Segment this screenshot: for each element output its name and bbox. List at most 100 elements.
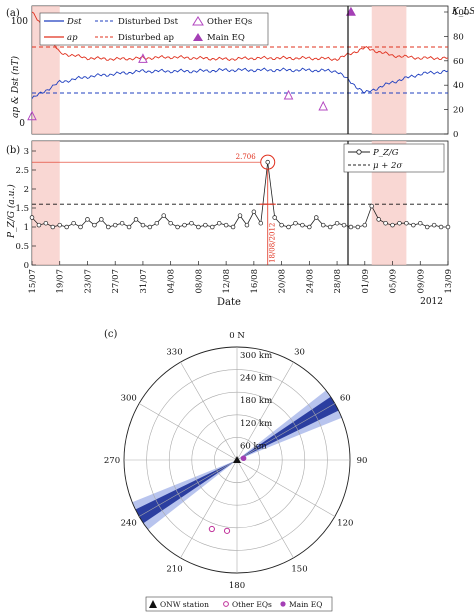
- pzg-point-22: [182, 222, 187, 228]
- legend-box-b: [343, 143, 445, 173]
- xtick-label-14: 09/09: [416, 269, 426, 294]
- legend-disturbed-ap: Disturbed ap: [118, 33, 175, 43]
- xtick-label-0: 15/07: [28, 269, 38, 294]
- range-label-0: 60 km: [240, 441, 267, 451]
- pzg-point-53: [397, 220, 402, 226]
- pzg-point-19: [161, 213, 166, 218]
- legend-station-swatch: [149, 600, 157, 608]
- other-eq-point-2: [223, 527, 231, 534]
- spoke-4: [236, 459, 336, 517]
- other-eq-marker-3: [318, 100, 329, 111]
- pzg-point-57: [424, 224, 430, 230]
- xtick-label-7: 12/08: [222, 269, 232, 294]
- left-tick-0: 0: [19, 119, 25, 129]
- angle-label-8: 240: [121, 519, 137, 529]
- polar-grid: [123, 346, 351, 574]
- peak-annotation: 2.706 18/08/2012: [32, 153, 277, 265]
- angle-label-1: 30: [294, 348, 305, 358]
- pzg-point-4: [57, 222, 62, 228]
- pzg-point-3: [50, 224, 56, 230]
- legend-other-swatch: [223, 601, 229, 607]
- pzg-point-31: [244, 222, 250, 228]
- pzg-point-7: [78, 224, 83, 230]
- pzg-point-49: [369, 203, 374, 209]
- pzg-point-10: [99, 217, 104, 222]
- pzg-point-24: [196, 224, 201, 230]
- pzg-point-28: [223, 222, 229, 228]
- panel-b-ylabel: P_Z/G (a.u.): [6, 184, 17, 239]
- other-eq-point-3: [208, 525, 215, 533]
- xtick-label-3: 27/07: [111, 269, 121, 294]
- spoke-5: [236, 459, 294, 559]
- xtick-label-8: 16/08: [250, 269, 260, 294]
- pzg-point-13: [119, 220, 125, 226]
- pzg-point-1: [36, 222, 42, 228]
- pzg-point-23: [189, 220, 194, 226]
- xtick-label-1: 19/07: [56, 269, 66, 294]
- panel-b-label: (b): [6, 145, 20, 156]
- panel-c-legend: ONW station Other EQs Main EQ: [145, 596, 333, 612]
- legend-pzg-marker: [356, 149, 362, 155]
- angle-label-2: 60: [340, 394, 351, 404]
- b-ytick-label-1: 0.5: [15, 242, 29, 252]
- pzg-point-2: [43, 220, 49, 226]
- pzg-point-44: [334, 220, 340, 226]
- pzg-point-5: [64, 224, 69, 230]
- pzg-point-48: [362, 222, 368, 228]
- legend-main-eq-swatch: [193, 33, 203, 41]
- right-tick-label-4: 80: [453, 32, 464, 42]
- pzg-point-32: [251, 209, 257, 215]
- panel-b-legend: P_Z/G μ + 2σ: [343, 143, 445, 173]
- pzg-point-21: [175, 224, 180, 230]
- polar-points: [208, 455, 247, 534]
- pzg-point-0: [29, 215, 35, 220]
- panel-c-label: (c): [104, 329, 118, 340]
- angle-label-7: 210: [166, 564, 182, 574]
- pzg-point-11: [106, 224, 111, 230]
- angle-label-9: 270: [104, 456, 120, 466]
- angle-label-11: 330: [166, 348, 182, 358]
- pzg-point-35: [272, 215, 277, 220]
- panel-a-ylabel: ap & Dst (nT): [10, 56, 21, 118]
- pzg-point-42: [320, 222, 326, 228]
- year-label: 2012: [420, 297, 443, 307]
- peak-value-label: 2.706: [236, 153, 257, 161]
- pzg-point-54: [404, 220, 409, 226]
- xtick-label-5: 04/08: [167, 269, 177, 294]
- pzg-point-36: [279, 222, 284, 228]
- pzg-point-16: [140, 222, 146, 228]
- right-tick-label-3: 60: [453, 57, 464, 67]
- pzg-point-55: [411, 222, 416, 228]
- sector-1: [237, 396, 339, 460]
- legend-station: ONW station: [160, 600, 209, 609]
- polar-range-labels: 60 km 120 km 180 km 240 km 300 km: [240, 351, 272, 451]
- legend-other-eqs-swatch: [192, 16, 204, 26]
- panel-b: 2.706 18/08/2012 (b) P_Z/G (a.u.) 0 0.5 1 1.…: [6, 140, 454, 308]
- panel-a: (a) ap & Dst (nT) 0 100 K_LS 0 20 40 60 80 10…: [6, 5, 474, 140]
- pzg-point-6: [71, 220, 76, 226]
- pzg-point-52: [390, 222, 395, 228]
- angle-label-0: 0 N: [229, 331, 245, 341]
- range-label-4: 300 km: [240, 351, 272, 361]
- other-eq-marker-0: [27, 110, 37, 121]
- x-axis-title: Date: [217, 297, 241, 308]
- shaded-period-a-1: [371, 6, 407, 134]
- polar-sectors: [132, 390, 342, 530]
- legend-ap: ap: [67, 33, 78, 43]
- main-eq-point: [240, 455, 247, 462]
- xtick-label-4: 31/07: [139, 269, 149, 294]
- panel-c: (c) 60 km 120 km 180 km 240 km 300 km 0 N 30 6…: [104, 329, 367, 612]
- range-label-1: 120 km: [240, 419, 272, 429]
- pzg-point-46: [348, 224, 354, 230]
- pzg-point-25: [203, 222, 208, 228]
- pzg-point-40: [307, 224, 312, 230]
- pzg-point-29: [230, 224, 236, 230]
- angle-label-10: 300: [121, 394, 137, 404]
- xtick-label-12: 01/09: [361, 269, 371, 294]
- pzg-point-34: [265, 159, 270, 165]
- ap-series: [31, 11, 449, 62]
- b-ytick-label-6: 3: [24, 147, 29, 157]
- pzg-point-50: [376, 217, 381, 222]
- b-ytick-label-3: 1.5: [15, 204, 29, 214]
- pzg-point-8: [85, 217, 90, 222]
